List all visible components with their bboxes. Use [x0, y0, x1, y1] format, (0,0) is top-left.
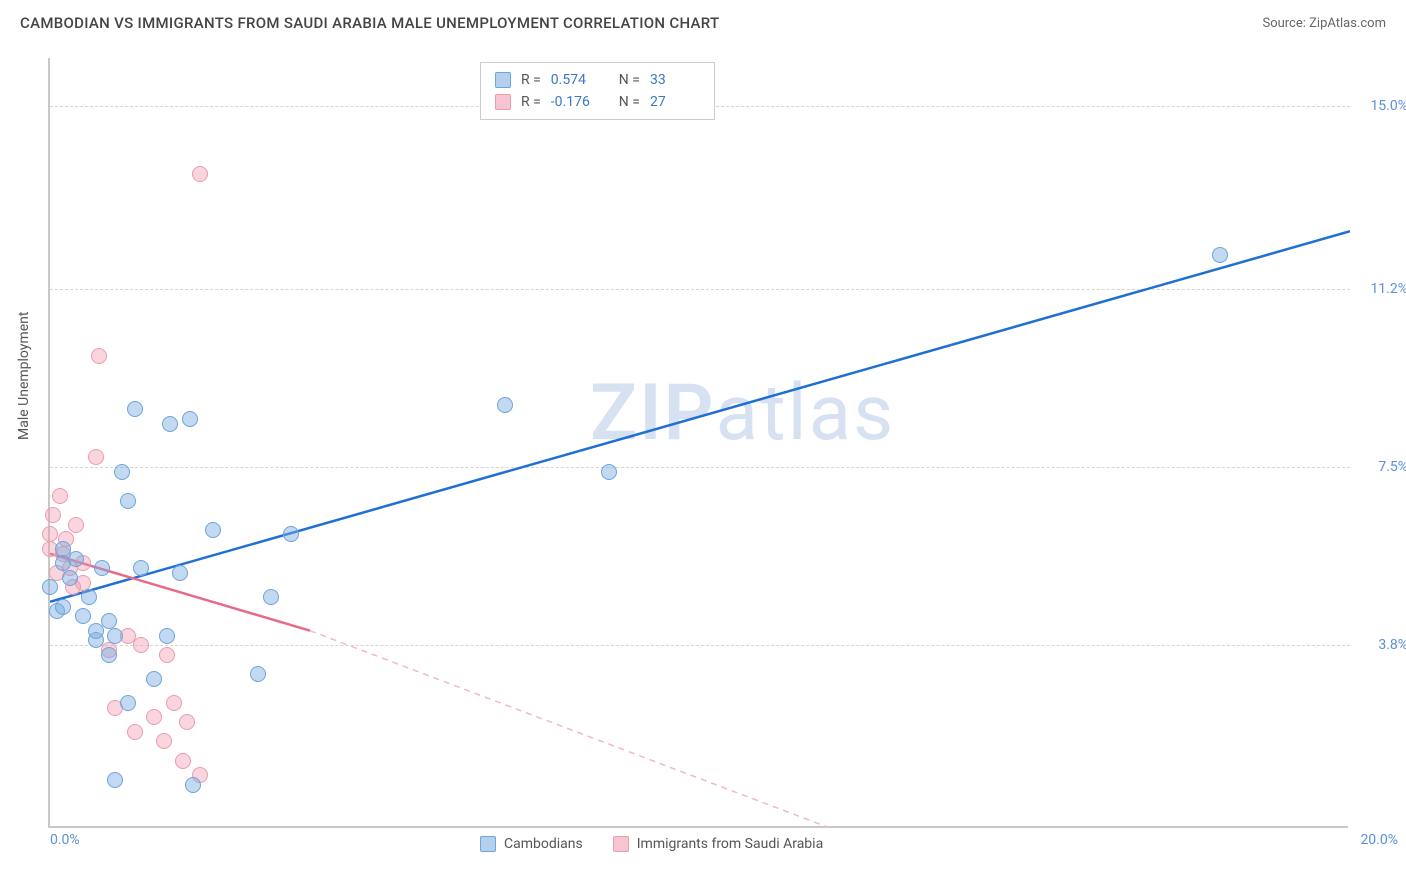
- data-point-blue: [107, 628, 123, 644]
- data-point-blue: [101, 647, 117, 663]
- gridline: [50, 467, 1350, 468]
- data-point-blue: [182, 411, 198, 427]
- data-point-pink: [175, 753, 191, 769]
- y-tick-label: 7.5%: [1353, 459, 1406, 475]
- data-point-blue: [62, 570, 78, 586]
- data-point-blue: [75, 608, 91, 624]
- x-tick-min: 0.0%: [50, 832, 80, 848]
- data-point-blue: [283, 526, 299, 542]
- data-point-pink: [166, 695, 182, 711]
- data-point-blue: [162, 416, 178, 432]
- chart-title: CAMBODIAN VS IMMIGRANTS FROM SAUDI ARABI…: [20, 14, 719, 32]
- y-tick-label: 15.0%: [1353, 98, 1406, 114]
- data-point-pink: [42, 526, 58, 542]
- data-point-blue: [120, 493, 136, 509]
- data-point-blue: [1212, 247, 1228, 263]
- trendline: [310, 631, 830, 828]
- legend-swatch-pink: [495, 94, 511, 110]
- legend-swatch-blue: [495, 72, 511, 88]
- data-point-blue: [263, 589, 279, 605]
- data-point-blue: [68, 551, 84, 567]
- data-point-pink: [127, 724, 143, 740]
- legend-swatch-pink-icon: [613, 836, 629, 852]
- y-tick-label: 11.2%: [1353, 281, 1406, 297]
- data-point-blue: [250, 666, 266, 682]
- y-axis-label: Male Unemployment: [16, 312, 32, 440]
- data-point-blue: [94, 560, 110, 576]
- data-point-pink: [91, 348, 107, 364]
- data-point-blue: [172, 565, 188, 581]
- series-legend: Cambodians Immigrants from Saudi Arabia: [480, 836, 823, 852]
- data-point-pink: [192, 166, 208, 182]
- data-point-blue: [185, 777, 201, 793]
- trendline: [50, 231, 1350, 602]
- legend-label-pink: Immigrants from Saudi Arabia: [637, 836, 823, 852]
- data-point-pink: [52, 488, 68, 504]
- x-tick-max: 20.0%: [1360, 832, 1398, 848]
- gridline: [50, 645, 1350, 646]
- data-point-pink: [156, 733, 172, 749]
- data-point-blue: [601, 464, 617, 480]
- data-point-blue: [159, 628, 175, 644]
- data-point-pink: [146, 709, 162, 725]
- gridline: [50, 289, 1350, 290]
- data-point-blue: [81, 589, 97, 605]
- legend-swatch-blue-icon: [480, 836, 496, 852]
- source-label: Source: ZipAtlas.com: [1262, 16, 1386, 31]
- watermark: ZIPatlas: [590, 368, 895, 459]
- data-point-blue: [42, 579, 58, 595]
- data-point-blue: [497, 397, 513, 413]
- trendlines-svg: [50, 58, 1350, 828]
- data-point-blue: [205, 522, 221, 538]
- data-point-pink: [88, 449, 104, 465]
- data-point-blue: [55, 599, 71, 615]
- data-point-pink: [68, 517, 84, 533]
- chart-area: ZIPatlas 15.0%11.2%7.5%3.8% R = 0.574 N …: [48, 58, 1348, 828]
- data-point-blue: [114, 464, 130, 480]
- data-point-blue: [107, 772, 123, 788]
- data-point-pink: [45, 507, 61, 523]
- data-point-blue: [127, 401, 143, 417]
- data-point-pink: [133, 637, 149, 653]
- data-point-blue: [146, 671, 162, 687]
- data-point-blue: [120, 695, 136, 711]
- legend-label-blue: Cambodians: [504, 836, 583, 852]
- y-tick-label: 3.8%: [1353, 637, 1406, 653]
- plot-region: ZIPatlas 15.0%11.2%7.5%3.8% R = 0.574 N …: [48, 58, 1348, 828]
- data-point-blue: [133, 560, 149, 576]
- stats-legend: R = 0.574 N = 33 R = -0.176 N = 27: [480, 62, 715, 120]
- data-point-pink: [179, 714, 195, 730]
- data-point-pink: [159, 647, 175, 663]
